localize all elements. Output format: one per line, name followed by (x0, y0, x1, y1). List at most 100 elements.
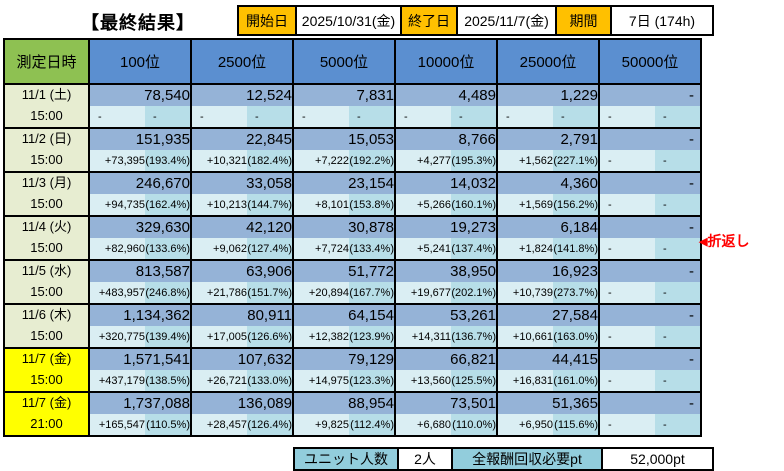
column-header-row: 測定日時 100位 2500位 5000位 10000位 25000位 5000… (3, 38, 702, 85)
delta-percent-cell: (138.5%) (145, 370, 191, 392)
delta-value-cell: +437,179 (88, 370, 145, 392)
delta-percent-cell: - (349, 106, 395, 128)
rank-points-cell: - (598, 127, 701, 150)
delta-percent-cell: - (655, 414, 701, 436)
rank-points-cell: 73,501 (394, 391, 497, 414)
delta-percent-cell: (227.1%) (553, 150, 599, 172)
rank-points-cell: 19,273 (394, 215, 497, 238)
delta-percent-cell: (141.8%) (553, 238, 599, 260)
delta-value-cell: +4,277 (394, 150, 451, 172)
delta-value-cell: +28,457 (190, 414, 247, 436)
delta-value-cell: +7,724 (292, 238, 349, 260)
delta-percent-cell: (126.4%) (247, 414, 293, 436)
delta-row: +483,957 (246.8%) +21,786 (151.7%) +20,894 (1… (4, 282, 701, 304)
rank-points-cell: 7,831 (292, 83, 395, 106)
time-label: 15:00 (30, 108, 63, 123)
delta-percent-cell: (115.6%) (553, 414, 599, 436)
delta-value-cell: - (394, 106, 451, 128)
rank-points-cell: 1,737,088 (88, 391, 191, 414)
delta-value-cell: - (496, 106, 553, 128)
delta-percent-cell: (156.2%) (553, 194, 599, 216)
rank-points-cell: 51,365 (496, 391, 599, 414)
delta-value-cell: +10,739 (496, 282, 553, 304)
delta-percent-cell: (161.0%) (553, 370, 599, 392)
delta-percent-cell: (133.6%) (145, 238, 191, 260)
rank-points-cell: 6,184 (496, 215, 599, 238)
delta-percent-cell: (167.7%) (349, 282, 395, 304)
delta-percent-cell: (123.3%) (349, 370, 395, 392)
rank-points-cell: 42,120 (190, 215, 293, 238)
delta-percent-cell: (125.5%) (451, 370, 497, 392)
delta-value-cell: - (598, 370, 655, 392)
delta-value-cell: +1,562 (496, 150, 553, 172)
rank-points-cell: 813,587 (88, 259, 191, 282)
column-header-10000: 10000位 (394, 38, 498, 85)
rank-points-cell: 329,630 (88, 215, 191, 238)
summary-footer: ユニット人数 2人 全報酬回収必要pt 52,000pt (293, 447, 714, 471)
delta-percent-cell: (133.0%) (247, 370, 293, 392)
delta-value-cell: +9,062 (190, 238, 247, 260)
rank-points-cell: 30,878 (292, 215, 395, 238)
rank-points-cell: 107,632 (190, 347, 293, 370)
delta-value-cell: +9,825 (292, 414, 349, 436)
date-time-cell: 11/2 (日) 15:00 (3, 127, 89, 172)
delta-value-cell: +13,560 (394, 370, 451, 392)
rank-points-cell: 14,032 (394, 171, 497, 194)
rank-points-cell: 1,571,541 (88, 347, 191, 370)
delta-value-cell: +6,950 (496, 414, 553, 436)
delta-value-cell: +1,824 (496, 238, 553, 260)
delta-value-cell: +82,960 (88, 238, 145, 260)
delta-percent-cell: (137.4%) (451, 238, 497, 260)
time-label: 15:00 (30, 240, 63, 255)
delta-row: +165,547 (110.5%) +28,457 (126.4%) +9,825 (11… (4, 414, 701, 436)
rank-points-cell: 12,524 (190, 83, 293, 106)
delta-percent-cell: (110.0%) (451, 414, 497, 436)
delta-percent-cell: - (655, 106, 701, 128)
delta-percent-cell: - (655, 238, 701, 260)
delta-value-cell: +10,213 (190, 194, 247, 216)
delta-value-cell: - (598, 326, 655, 348)
delta-value-cell: - (598, 282, 655, 304)
delta-percent-cell: (246.8%) (145, 282, 191, 304)
delta-value-cell: +7,222 (292, 150, 349, 172)
delta-row: +437,179 (138.5%) +26,721 (133.0%) +14,975 (1… (4, 370, 701, 392)
rank-points-cell: 44,415 (496, 347, 599, 370)
delta-percent-cell: (153.8%) (349, 194, 395, 216)
rank-points-cell: 64,154 (292, 303, 395, 326)
rank-points-cell: 22,845 (190, 127, 293, 150)
column-header-25000: 25000位 (496, 38, 600, 85)
date-label: 11/2 (日) (21, 131, 72, 147)
rank-points-cell: 38,950 (394, 259, 497, 282)
date-label: 11/4 (火) (21, 219, 72, 235)
delta-percent-cell: (151.7%) (247, 282, 293, 304)
delta-percent-cell: - (247, 106, 293, 128)
delta-percent-cell: (162.4%) (145, 194, 191, 216)
date-time-cell: 11/4 (火) 15:00 (3, 215, 89, 260)
measurement-value-row: 11/3 (月) 15:00 246,670 33,058 23,154 14,032 4,… (3, 171, 701, 216)
delta-value-cell: - (598, 150, 655, 172)
delta-value-cell: +8,101 (292, 194, 349, 216)
date-time-cell: 11/6 (木) 15:00 (3, 303, 89, 348)
delta-value-cell: +6,680 (394, 414, 451, 436)
date-time-cell: 11/7 (金) 15:00 (3, 347, 89, 392)
delta-value-cell: +165,547 (88, 414, 145, 436)
page-title: 【最終結果】 (81, 13, 195, 33)
delta-row: +73,395 (193.4%) +10,321 (182.4%) +7,222 (192… (4, 150, 701, 172)
required-points-value: 52,000pt (601, 447, 714, 471)
end-date-label: 終了日 (400, 5, 458, 36)
rank-points-cell: - (598, 303, 701, 326)
delta-value-cell: +10,661 (496, 326, 553, 348)
delta-percent-cell: (144.7%) (247, 194, 293, 216)
delta-row: +320,775 (139.4%) +17,005 (126.6%) +12,382 (1… (4, 326, 701, 348)
delta-value-cell: - (598, 414, 655, 436)
rank-points-cell: 80,911 (190, 303, 293, 326)
delta-value-cell: +320,775 (88, 326, 145, 348)
delta-percent-cell: (192.2%) (349, 150, 395, 172)
delta-value-cell: +12,382 (292, 326, 349, 348)
delta-percent-cell: (133.4%) (349, 238, 395, 260)
time-label: 15:00 (30, 372, 63, 387)
delta-value-cell: +94,735 (88, 194, 145, 216)
rank-points-cell: 79,129 (292, 347, 395, 370)
delta-value-cell: - (190, 106, 247, 128)
